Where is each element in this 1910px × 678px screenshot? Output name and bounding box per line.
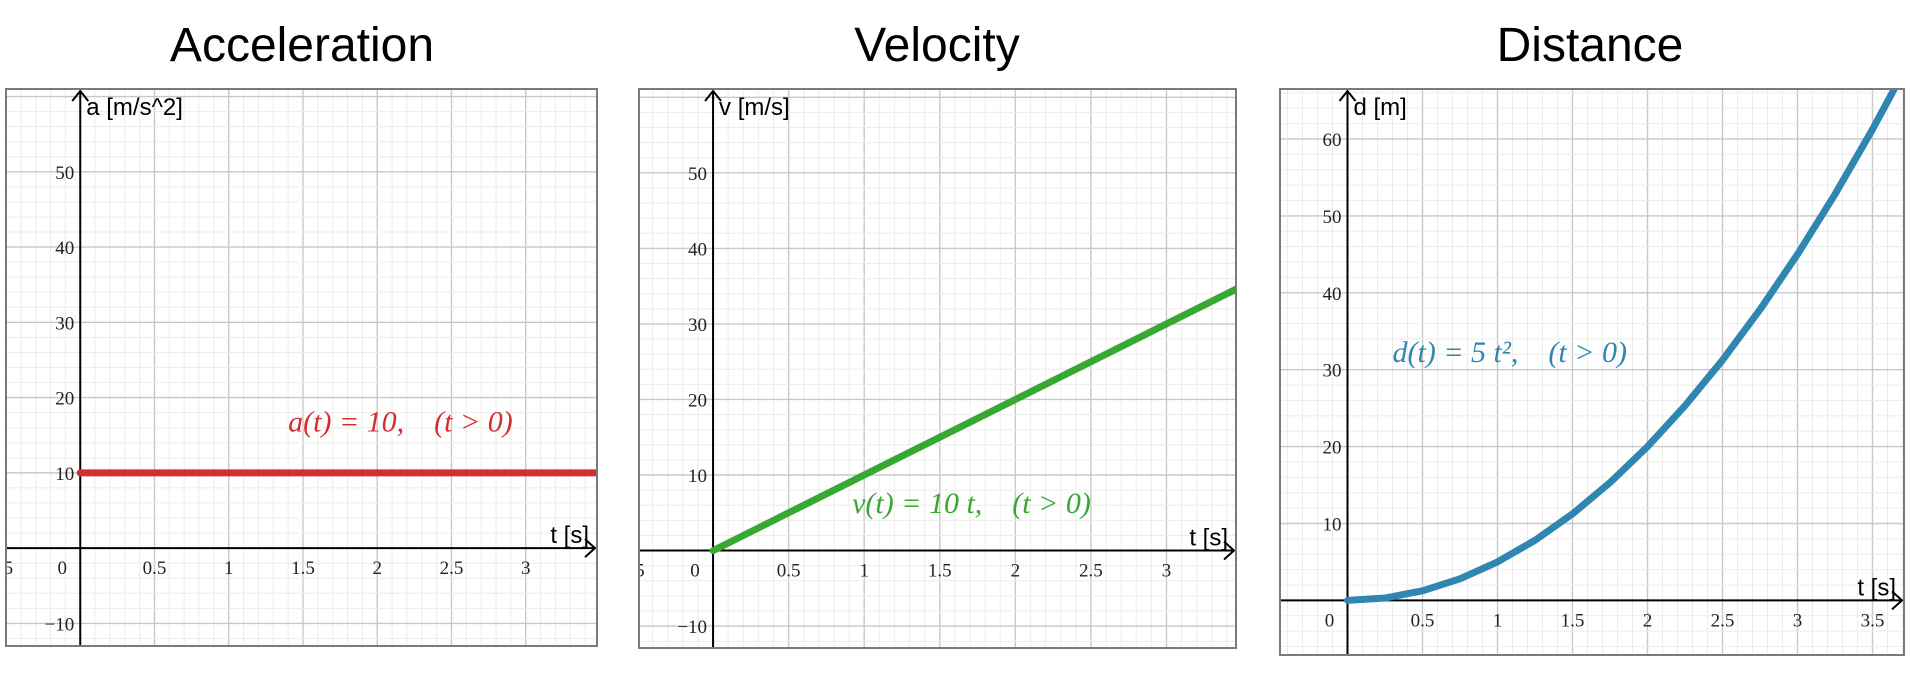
x-axis-arrow-icon <box>584 538 597 558</box>
chart-panel-1: .5 0 0.5 1 1.5 2 2.5 3 −10 10 20 30 40 50 v [m/s] t [s]… <box>630 88 1237 649</box>
x-axis-arrow-icon <box>1891 590 1904 611</box>
x-axis-arrow-icon <box>1223 540 1236 561</box>
chart-frame <box>5 88 598 647</box>
y-tick-label: 20 <box>1323 438 1342 459</box>
y-tick-label: 40 <box>55 238 74 259</box>
chart-title-velocity: Velocity <box>854 19 1020 72</box>
chart-panel-2: 0 0.5 1 1.5 2 2.5 3 3.5 10 20 30 40 50 60 d [m] t [s] d(… <box>1279 88 1905 656</box>
x-tick-label: 1 <box>859 561 869 582</box>
x-tick-label: 3 <box>521 558 531 579</box>
series-line <box>709 285 1236 555</box>
plot-area: .5 0 0.5 1 1.5 2 2.5 3 −10 10 20 30 40 50 v [m/s] t [s]… <box>630 89 1236 648</box>
x-tick-label: .5 <box>0 558 13 579</box>
x-tick-label: 0 <box>57 558 67 579</box>
y-tick-label: 30 <box>1323 361 1342 382</box>
x-tick-label: 3 <box>1162 561 1172 582</box>
y-axis-arrow-icon <box>1338 89 1357 102</box>
chart-frame <box>1279 88 1905 656</box>
y-tick-label: 40 <box>1323 284 1342 305</box>
x-tick-label: 0.5 <box>143 558 167 579</box>
y-axis-label: v [m/s] <box>719 94 790 121</box>
y-axis-arrow-icon <box>704 89 722 102</box>
x-tick-label: 2.5 <box>1711 610 1735 631</box>
chart-frame <box>638 88 1237 649</box>
x-tick-label: 1.5 <box>1561 610 1585 631</box>
function-annotation: v(t) = 10 t, (t > 0) <box>852 487 1091 520</box>
x-tick-label: 1.5 <box>291 558 315 579</box>
x-tick-label: 0.5 <box>777 561 801 582</box>
x-tick-label: 1.5 <box>928 561 952 582</box>
x-tick-label: 2 <box>1643 610 1653 631</box>
y-tick-label: 50 <box>1323 207 1342 228</box>
y-tick-label: 50 <box>688 164 707 185</box>
y-tick-label: −10 <box>45 614 75 635</box>
x-tick-label: 3 <box>1793 610 1803 631</box>
x-tick-label: 1 <box>224 558 234 579</box>
y-tick-label: 20 <box>55 389 74 410</box>
plot-area: .5 0 0.5 1 1.5 2 2.5 3 −10 10 20 30 40 50 a [m/s^2] t [… <box>0 89 597 646</box>
y-tick-label: 30 <box>55 313 74 334</box>
chart-title-distance: Distance <box>1496 19 1684 72</box>
y-tick-label: 10 <box>688 466 707 487</box>
x-axis-label: t [s] <box>550 522 589 549</box>
x-axis-label: t [s] <box>1189 525 1228 552</box>
y-tick-label: 30 <box>688 315 707 336</box>
function-annotation: a(t) = 10, (t > 0) <box>288 405 513 438</box>
x-axis-label: t [s] <box>1857 574 1896 601</box>
y-tick-label: 60 <box>1323 130 1342 151</box>
chart-title-acceleration: Acceleration <box>169 19 435 72</box>
y-tick-label: 40 <box>688 239 707 260</box>
y-tick-label: 20 <box>688 390 707 411</box>
x-tick-label: 3.5 <box>1861 610 1885 631</box>
y-axis-label: d [m] <box>1354 94 1407 121</box>
x-tick-label: 0 <box>1325 610 1335 631</box>
y-axis-label: a [m/s^2] <box>86 94 183 121</box>
x-tick-label: .5 <box>630 561 644 582</box>
plot-area: 0 0.5 1 1.5 2 2.5 3 3.5 10 20 30 40 50 60 d [m] t [s] d(… <box>1280 89 1904 655</box>
x-tick-label: 2.5 <box>1079 561 1103 582</box>
y-axis-arrow-icon <box>71 89 90 102</box>
x-tick-label: 0 <box>690 561 700 582</box>
y-tick-label: −10 <box>677 617 707 638</box>
y-tick-label: 10 <box>1323 514 1342 535</box>
chart-panel-0: .5 0 0.5 1 1.5 2 2.5 3 −10 10 20 30 40 50 a [m/s^2] t [… <box>0 88 598 647</box>
x-tick-label: 2 <box>1011 561 1021 582</box>
function-annotation: d(t) = 5 t², (t > 0) <box>1393 336 1627 369</box>
x-tick-label: 2.5 <box>440 558 464 579</box>
x-tick-label: 0.5 <box>1411 610 1435 631</box>
y-tick-label: 50 <box>55 163 74 184</box>
y-tick-label: 10 <box>55 464 74 485</box>
series-line <box>1344 89 1899 604</box>
x-tick-label: 2 <box>372 558 382 579</box>
x-tick-label: 1 <box>1493 610 1503 631</box>
